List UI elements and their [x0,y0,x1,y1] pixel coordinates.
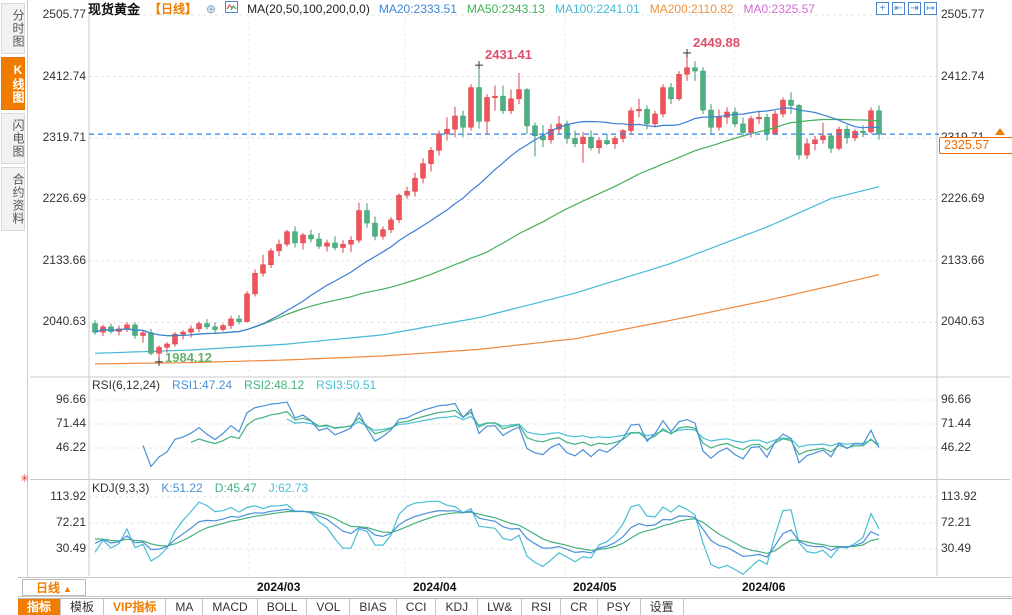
symbol-name: 现货黄金 [88,2,141,17]
rsi-title[interactable]: RSI(6,12,24) [92,378,161,392]
toolbar-tab-VIP指标[interactable]: VIP指标 [104,599,167,615]
rsi3-line [286,415,880,448]
toolbar-tab-MA[interactable]: MA [166,599,204,615]
indicator-value: RSI1:47.24 [172,378,233,392]
last-price-tag: 2325.57 [939,137,1012,154]
kdj-title[interactable]: KDJ(9,3,3) [92,481,150,495]
toolbar-tab-VOL[interactable]: VOL [307,599,351,615]
sidebar: 分时图 K线图闪电图合约资料 [0,0,28,597]
kdj-panel-header: KDJ(9,3,3) K:51.22 D:45.47 J:62.73 [92,481,308,495]
period-selector[interactable]: 日线 ▲ [22,579,86,596]
k-line [94,508,880,558]
kdj-values: K:51.22 D:45.47 J:62.73 [161,481,308,495]
j-line [94,500,880,576]
indicator-value: D:45.47 [214,481,257,495]
date-axis-row: 日线 ▲ [18,577,1012,597]
toolbar-tab-BOLL[interactable]: BOLL [258,599,308,615]
add-compare-icon[interactable]: ⊕ [206,1,217,16]
scale-right-icon[interactable]: ⇥ [908,2,921,15]
toolbar-tab-RSI[interactable]: RSI [522,599,562,615]
ma100-line [94,186,880,354]
ma20-line [94,107,880,337]
rsi1-line [142,401,880,468]
candles-layer [92,51,882,360]
indicator-value: J:62.73 [268,481,309,495]
rsi-panel-header: RSI(6,12,24) RSI1:47.24 RSI2:48.12 RSI3:50… [92,378,376,392]
rsi-values: RSI1:47.24 RSI2:48.12 RSI3:50.51 [172,378,376,392]
toolbar-tab-LW&[interactable]: LW& [478,599,523,615]
ma-value: MA200:2110.82 [649,1,734,16]
price-up-arrow-icon [995,128,1005,135]
indicator-toolbar: 指标 模板 VIP指标 MA MACD BOLL VOL BIAS CCI KDJ LW& RSI CR… [18,598,1012,615]
indicator-value: RSI2:48.12 [244,378,305,392]
sidebar-item-1[interactable]: K线图 [1,57,25,110]
chart-tools: + ⇤ ⇥ ↦ [876,2,937,15]
d-line [94,510,880,555]
ma200-line [94,274,880,365]
sidebar-item-2[interactable]: 闪电图 [1,113,25,164]
kdj-lines [94,500,880,576]
chart-header: 现货黄金 【日线】 ⊕ MA(20,50,100,200,0,0) MA20:2… [88,1,815,17]
ma-value: MA50:2343.13 [466,1,545,16]
sidebar-item-3[interactable]: 合约资料 [1,167,25,231]
indicator-flag-icon[interactable]: ✳ [20,473,30,485]
scale-left-icon[interactable]: ⇤ [892,2,905,15]
toolbar-tab-PSY[interactable]: PSY [598,599,641,615]
toolbar-tab-CR[interactable]: CR [561,599,598,615]
ma-long-lines [94,186,880,365]
ma-value: MA20:2333.51 [378,1,457,16]
indicator-value: RSI3:50.51 [316,378,377,392]
chevron-up-icon: ▲ [63,584,72,594]
indicator-value: K:51.22 [161,481,203,495]
crosshair-icon[interactable]: + [876,2,889,15]
ma-chart-icon [225,1,239,16]
sidebar-item-0[interactable]: 分时图 [1,3,25,54]
annotation-markers [155,48,691,366]
ma50-line [94,118,880,337]
pan-right-icon[interactable]: ↦ [924,2,937,15]
toolbar-tab-KDJ[interactable]: KDJ [436,599,479,615]
toolbar-tab-CCI[interactable]: CCI [397,599,437,615]
ma-values: MA20:2333.51 MA50:2343.13 MA100:2241.01 MA2… [379,2,815,16]
ma-value: MA100:2241.01 [554,1,640,16]
panel-borders [30,15,1010,576]
period-selector-label: 日线 [36,581,61,595]
toolbar-tab-模板[interactable]: 模板 [61,599,105,615]
ma-value: MA0:2325.57 [743,1,815,16]
period-tag[interactable]: 【日线】 [149,2,198,16]
toolbar-tab-MACD[interactable]: MACD [203,599,258,615]
ma-formula[interactable]: MA(20,50,100,200,0,0) [247,1,370,16]
toolbar-tab-BIAS[interactable]: BIAS [350,599,397,615]
rsi2-line [190,409,880,456]
toolbar-tab-指标[interactable]: 指标 [18,599,62,615]
rsi-lines [142,401,880,468]
toolbar-tab-设置[interactable]: 设置 [641,599,684,615]
